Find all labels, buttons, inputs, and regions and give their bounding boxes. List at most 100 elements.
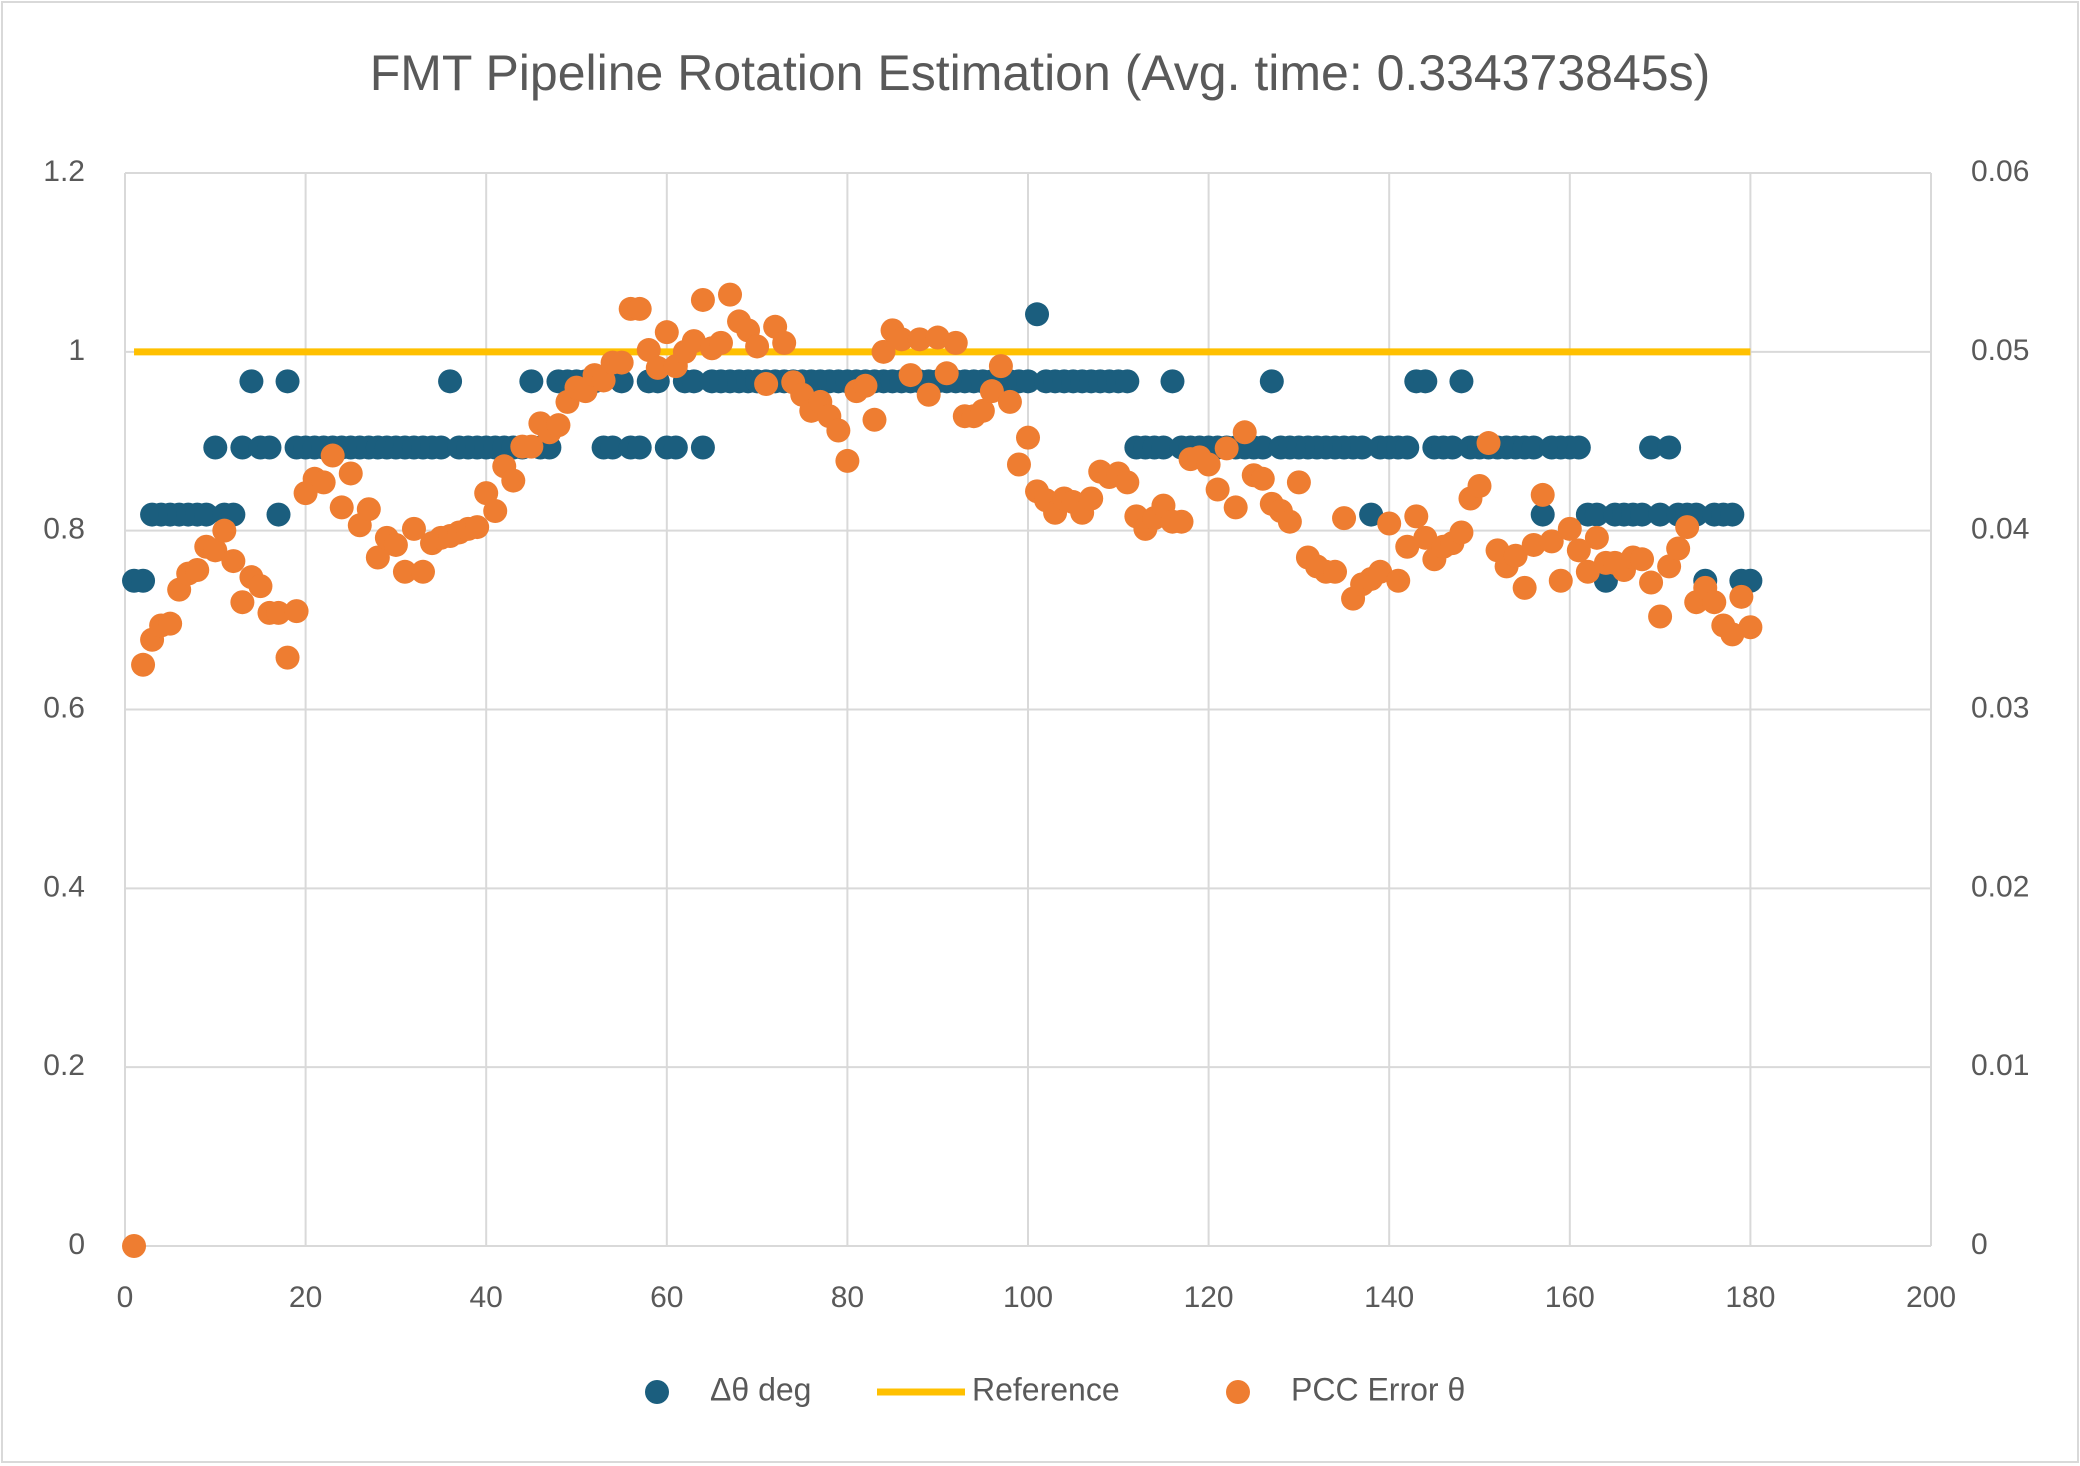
scatter-point (1160, 369, 1185, 394)
scatter-point (853, 373, 878, 398)
scatter-point (997, 389, 1022, 414)
scatter-point (1584, 525, 1609, 550)
scatter-point (483, 498, 508, 523)
scatter-point (131, 568, 156, 593)
scatter-point (934, 361, 959, 386)
scatter-point (1196, 452, 1221, 477)
scatter-point (329, 495, 354, 520)
scatter-point (1151, 435, 1176, 460)
y2-tick-label: 0.05 (1971, 334, 2029, 367)
y-tick-label: 0.4 (43, 870, 85, 903)
scatter-point (1720, 622, 1745, 647)
scatter-point (1593, 568, 1618, 593)
scatter-point (203, 435, 228, 460)
scatter-point (1449, 369, 1474, 394)
scatter-point (1503, 543, 1528, 568)
scatter-point (1404, 504, 1429, 529)
y2-tick-label: 0 (1971, 1228, 1988, 1261)
scatter-point (284, 599, 309, 624)
scatter-point (1395, 534, 1420, 559)
scatter-point (1548, 568, 1573, 593)
x-tick-label: 180 (1725, 1281, 1775, 1314)
scatter-point (1286, 470, 1311, 495)
scatter-point (1566, 538, 1591, 563)
scatter-point (1539, 529, 1564, 554)
scatter-point (708, 330, 733, 355)
y-tick-label: 1.2 (43, 155, 85, 188)
scatter-point (392, 559, 417, 584)
y2-tick-label: 0.04 (1971, 513, 2029, 546)
scatter-point (1332, 506, 1357, 531)
legend-swatch (1226, 1380, 1250, 1404)
scatter-point (519, 434, 544, 459)
scatter-point (257, 435, 282, 460)
scatter-point (501, 468, 526, 493)
scatter-point (907, 327, 932, 352)
x-tick-label: 140 (1364, 1281, 1414, 1314)
scatter-point (1079, 486, 1104, 511)
scatter-point (889, 327, 914, 352)
x-tick-label: 200 (1906, 1281, 1956, 1314)
scatter-point (1566, 435, 1591, 460)
scatter-point (1512, 575, 1537, 600)
scatter-point (1639, 435, 1664, 460)
scatter-point (1368, 559, 1393, 584)
scatter-point (401, 516, 426, 541)
scatter-point (1521, 532, 1546, 557)
scatter-point (871, 339, 896, 364)
x-tick-label: 80 (831, 1281, 864, 1314)
y2-tick-label: 0.01 (1971, 1049, 2029, 1082)
scatter-point (1250, 435, 1275, 460)
scatter-point (1449, 520, 1474, 545)
scatter-point (1530, 502, 1555, 527)
scatter-point (1115, 470, 1140, 495)
scatter-point (754, 372, 779, 397)
scatter-point (275, 645, 300, 670)
scatter-point (1232, 420, 1257, 445)
scatter-point (429, 435, 454, 460)
x-tick-label: 100 (1003, 1281, 1053, 1314)
scatter-point (1666, 536, 1691, 561)
scatter-point (1359, 502, 1384, 527)
scatter-point (320, 443, 345, 468)
scatter-point (311, 470, 336, 495)
scatter-point (1530, 482, 1555, 507)
scatter-point (636, 338, 661, 363)
scatter-point (1675, 515, 1700, 540)
scatter-point (1413, 369, 1438, 394)
scatter-point (600, 435, 625, 460)
scatter-point (1350, 435, 1375, 460)
scatter-point (275, 369, 300, 394)
scatter-point (1440, 435, 1465, 460)
scatter-point (826, 418, 851, 443)
scatter-point (474, 481, 499, 506)
scatter-point (609, 350, 634, 375)
scatter-point (1575, 559, 1600, 584)
scatter-point (1025, 302, 1050, 327)
scatter-point (718, 282, 743, 307)
y-tick-label: 0.6 (43, 691, 85, 724)
scatter-point (663, 435, 688, 460)
scatter-point (772, 330, 797, 355)
x-tick-label: 0 (117, 1281, 134, 1314)
scatter-point (862, 407, 887, 432)
legend-label: PCC Error θ (1291, 1371, 1465, 1407)
scatter-point (690, 287, 715, 312)
scatter-point (1115, 369, 1140, 394)
scatter-point (1729, 584, 1754, 609)
scatter-point (465, 515, 490, 540)
scatter-point (519, 369, 544, 394)
scatter-point (745, 334, 770, 359)
x-tick-label: 160 (1545, 1281, 1595, 1314)
legend-label: Reference (972, 1371, 1120, 1407)
scatter-point (1521, 435, 1546, 460)
scatter-point (943, 330, 968, 355)
scatter-point (690, 435, 715, 460)
scatter-point (1223, 495, 1248, 520)
scatter-point (681, 369, 706, 394)
scatter-point (221, 549, 246, 574)
y2-tick-label: 0.02 (1971, 870, 2029, 903)
scatter-point (438, 369, 463, 394)
